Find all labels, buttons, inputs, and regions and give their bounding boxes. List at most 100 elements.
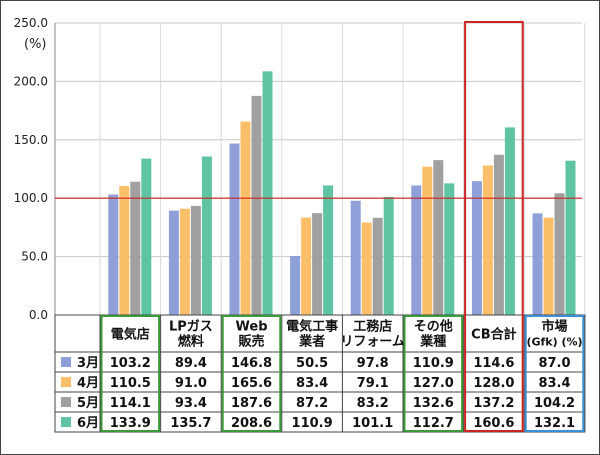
y-axis-unit: (%) [24, 37, 47, 52]
highlight-box-0 [100, 315, 161, 432]
bars-group [55, 71, 582, 316]
bar-4月-6 [482, 165, 493, 315]
category-label: 燃料 [178, 334, 204, 350]
highlight-box-6 [464, 21, 524, 432]
legend-label: 5月 [77, 396, 99, 411]
category-label: 工務店 [353, 319, 392, 335]
data-label: 132.6 [413, 396, 454, 411]
bar-6月-2 [262, 71, 273, 316]
bar-6月-1 [201, 156, 212, 315]
data-label: 132.1 [534, 416, 575, 431]
y-tick-label: 150.0 [14, 133, 48, 147]
data-label: 97.8 [357, 356, 389, 371]
data-label: 135.7 [170, 416, 211, 431]
data-label: 87.2 [296, 396, 328, 411]
legend-label: 6月 [77, 416, 99, 431]
bar-4月-2 [240, 121, 251, 316]
data-label: 103.2 [110, 356, 151, 371]
bar-3月-5 [411, 185, 422, 315]
data-label: 87.0 [538, 356, 570, 371]
data-label: 101.1 [352, 416, 393, 431]
data-label: 133.9 [110, 416, 151, 431]
highlight-box-5 [403, 315, 464, 432]
category-label: 電気店 [111, 327, 150, 343]
data-label: 160.6 [473, 416, 514, 431]
data-label: 114.6 [473, 356, 514, 371]
bar-3月-4 [350, 200, 361, 315]
y-tick-label: 50.0 [21, 250, 48, 264]
category-label: LPガス [169, 320, 213, 335]
bar-5月-5 [433, 160, 444, 315]
bar-6月-4 [383, 196, 394, 315]
bar-3月-3 [290, 256, 301, 315]
category-label: その他 [414, 319, 453, 335]
legend-label: 4月 [77, 376, 99, 391]
data-label: 93.4 [175, 396, 207, 411]
bar-4月-3 [301, 217, 312, 315]
data-label: 187.6 [231, 396, 272, 411]
legend-swatch-3月 [61, 357, 71, 367]
bar-5月-6 [493, 154, 504, 315]
legend-swatch-5月 [61, 397, 71, 407]
category-label: 販売 [238, 334, 264, 350]
bar-5月-7 [554, 193, 565, 315]
bar-6月-5 [444, 183, 455, 315]
y-axis-labels: 0.0 50.0 100.0 150.0 200.0 250.0 [14, 16, 48, 322]
bar-4月-5 [422, 166, 433, 315]
y-tick-label: 250.0 [14, 16, 48, 30]
y-tick-label: 0.0 [29, 308, 48, 322]
y-tick-label: 200.0 [14, 74, 48, 88]
bar-6月-6 [504, 127, 515, 316]
category-label: 電気工事 [286, 319, 338, 335]
bar-6月-0 [141, 158, 152, 315]
category-label: Web [236, 320, 268, 335]
data-label: 127.0 [413, 376, 454, 391]
bar-3月-2 [229, 143, 240, 315]
bar-5月-1 [190, 205, 201, 315]
highlight-box-7 [524, 315, 585, 432]
data-label: 89.4 [175, 356, 207, 371]
bar-3月-1 [168, 210, 179, 315]
bar-5月-2 [251, 95, 262, 315]
data-label: 137.2 [473, 396, 514, 411]
bar-3月-6 [471, 181, 482, 315]
data-label: 165.6 [231, 376, 272, 391]
legend-swatch-4月 [61, 377, 71, 387]
data-label: 112.7 [413, 416, 454, 431]
y-tick-label: 100.0 [14, 191, 48, 205]
data-label: 114.1 [110, 396, 151, 411]
legend-label: 3月 [77, 356, 99, 371]
data-label: 83.4 [296, 376, 328, 391]
bar-5月-0 [130, 181, 141, 315]
data-label: 83.4 [538, 376, 570, 391]
category-label: (Gfk) (%) [526, 336, 582, 349]
legend-swatch-6月 [61, 417, 71, 427]
bar-4月-0 [119, 185, 130, 315]
data-label: 50.5 [296, 356, 328, 371]
bar-4月-7 [543, 217, 554, 315]
highlight-boxes [100, 21, 585, 432]
data-label: 128.0 [473, 376, 514, 391]
data-label: 91.0 [175, 376, 207, 391]
category-label: 市場 [541, 319, 567, 335]
data-label: 83.2 [357, 396, 389, 411]
bar-6月-7 [565, 160, 576, 315]
category-label: 業者 [298, 334, 325, 350]
data-label: 104.2 [534, 396, 575, 411]
data-label: 146.8 [231, 356, 272, 371]
highlight-box-2 [221, 315, 282, 432]
bar-4月-1 [179, 208, 190, 315]
bar-5月-3 [312, 213, 323, 315]
data-label: 79.1 [357, 376, 389, 391]
data-label: 110.9 [292, 416, 333, 431]
data-label: 110.5 [110, 376, 151, 391]
category-label: リフォーム [340, 335, 405, 350]
bar-3月-0 [108, 194, 119, 315]
bar-5月-4 [372, 217, 383, 315]
bar-3月-7 [532, 213, 543, 315]
category-label: CB合計 [471, 327, 516, 343]
bar-4月-4 [361, 222, 372, 315]
data-label: 110.9 [413, 356, 454, 371]
bar-6月-3 [323, 185, 334, 315]
